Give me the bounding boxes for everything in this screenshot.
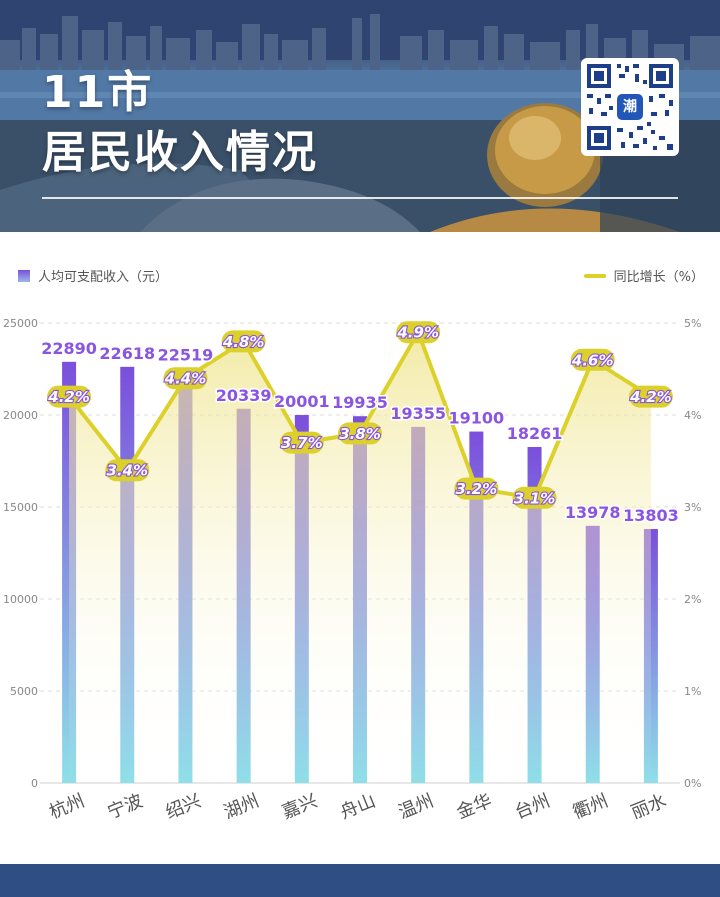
bar [585,525,600,783]
bar [643,529,658,783]
y-right-tick-label: 5% [684,317,701,330]
y-left-tick-label: 0 [31,777,38,790]
growth-value-label: 4.6% [571,351,614,369]
bar-value-label: 20339 [216,386,272,405]
bar [411,426,426,783]
title-divider [42,197,678,199]
legend-line-label: 同比增长（%） [613,270,704,285]
growth-value-label: 3.2% [456,480,498,498]
y-left-tick-label: 25000 [3,317,38,330]
bar [469,431,484,783]
bar [120,366,135,783]
qr-pattern [587,64,673,150]
legend-bar: 人均可支配收入（元） [18,266,168,285]
x-category-label: 杭州 [46,790,87,823]
bar-value-label: 19100 [449,409,505,428]
y-right-tick-label: 1% [684,685,701,698]
growth-label-pill [512,486,557,509]
y-left-tick-label: 5000 [10,685,38,698]
bar [353,416,367,783]
growth-value-label: 3.1% [514,489,556,507]
growth-label-pill [396,321,441,344]
growth-value-label: 4.2% [47,388,90,406]
growth-label-pill [338,422,382,445]
city-skyline-image [0,0,720,232]
x-category-label: 湖州 [221,790,262,823]
footer-bar [0,864,720,897]
y-left-tick-label: 20000 [3,409,38,422]
legend-line: 同比增长（%） [583,266,704,285]
x-category-label: 嘉兴 [279,790,320,823]
growth-value-label: 4.2% [629,388,672,406]
bar [294,414,309,783]
legend-line-swatch [583,273,606,278]
bar-value-label: 13978 [565,503,621,522]
growth-label-pill [221,330,266,353]
bar [236,408,251,783]
legend-bar-swatch [18,269,30,282]
qr-center-logo: 潮 [617,94,643,120]
growth-label-pill [628,385,673,408]
growth-label-pill [105,459,150,482]
y-left-tick-label: 10000 [3,593,38,606]
x-category-label: 宁波 [105,790,146,823]
growth-label-pill [454,477,499,500]
bar-value-label: 19935 [332,393,388,412]
y-right-tick-label: 0% [684,777,701,790]
bar-value-label: 22519 [158,346,214,365]
x-category-label: 衢州 [570,790,611,823]
x-category-label: 台州 [512,790,553,823]
legend-bar-label: 人均可支配收入（元） [38,270,169,285]
bar-value-label: 18261 [507,424,563,443]
growth-label-pill [163,367,208,390]
header-banner: 11市 居民收入情况 潮 [0,0,720,232]
y-left-tick-label: 15000 [3,501,38,514]
growth-value-label: 3.8% [339,425,381,443]
bar [62,361,77,783]
x-category-label: 温州 [395,790,436,823]
bar [178,368,193,783]
x-category-label: 金华 [454,790,495,823]
growth-label-pill [570,348,615,371]
bar-value-label: 19355 [390,404,446,423]
y-right-tick-label: 3% [684,501,701,514]
x-category-label: 丽水 [628,790,669,823]
bar-value-label: 22890 [41,339,97,358]
bar-value-label: 20001 [274,392,330,411]
y-right-tick-label: 4% [684,409,701,422]
bar-value-label: 13803 [623,506,679,525]
growth-label-pill [279,431,324,454]
growth-value-label: 3.7% [281,434,323,452]
title-line-2: 居民收入情况 [42,127,318,178]
growth-value-label: 4.4% [164,370,207,388]
bar [527,446,542,783]
x-category-label: 绍兴 [163,790,204,823]
growth-label-pill [47,385,92,408]
title-line-1: 11市 [42,67,154,118]
growth-value-label: 3.4% [106,462,148,480]
bar-value-label: 22618 [99,344,155,363]
qr-code: 潮 [581,58,679,156]
y-right-tick-label: 2% [684,593,701,606]
growth-area [69,332,651,783]
growth-value-label: 4.8% [222,333,265,351]
growth-line [67,330,652,500]
x-category-label: 舟山 [337,790,378,823]
growth-value-label: 4.9% [396,324,439,342]
